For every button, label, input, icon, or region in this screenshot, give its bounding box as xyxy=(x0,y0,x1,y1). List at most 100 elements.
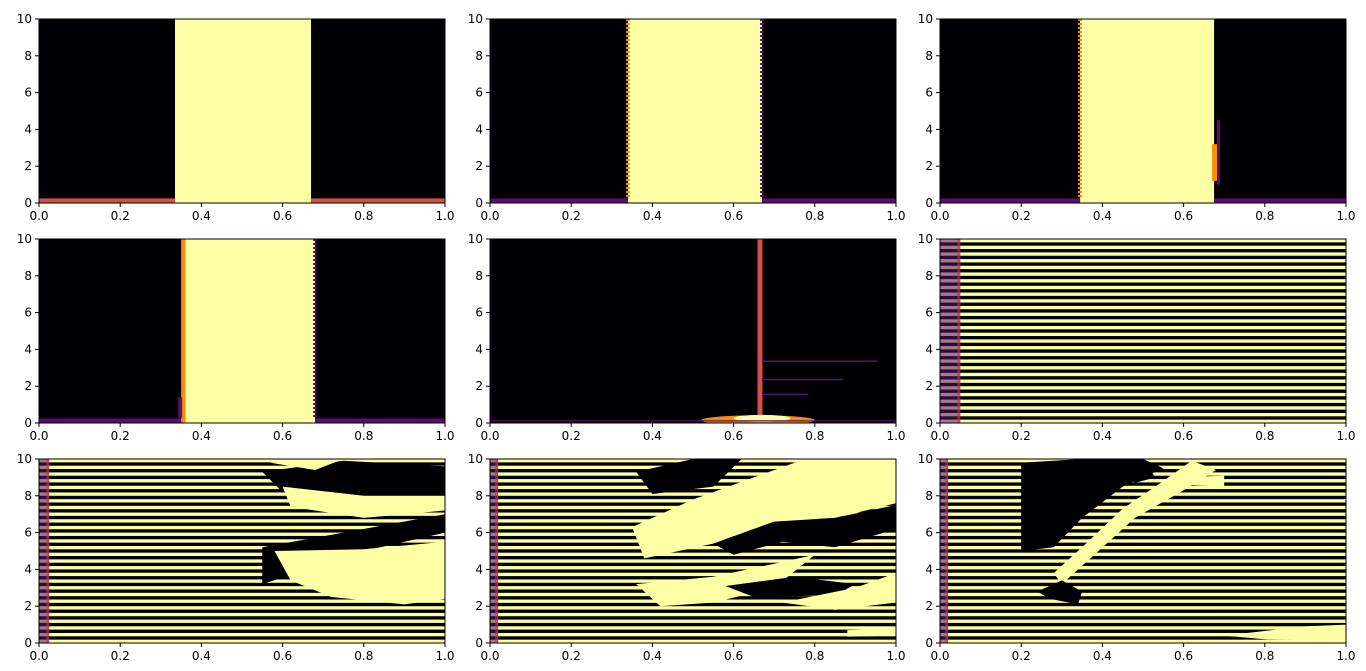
heatmap-stripe xyxy=(940,265,1346,270)
y-tick-label: 2 xyxy=(925,159,933,173)
band-left-edge xyxy=(1078,135,1083,137)
band-right-edge xyxy=(313,383,318,385)
band-right-edge xyxy=(313,343,318,345)
band-right-edge xyxy=(760,135,765,137)
band-right-edge xyxy=(760,87,765,89)
x-tick-label: 0.0 xyxy=(480,649,499,663)
heatmap-stripe xyxy=(940,539,1346,543)
band-left-edge xyxy=(626,59,631,61)
x-tick-label: 0.6 xyxy=(273,429,292,443)
x-tick-label: 0.2 xyxy=(111,209,130,223)
heatmap-stripe xyxy=(940,312,1346,316)
heatmap-stripe xyxy=(940,299,1346,303)
band-right-edge xyxy=(313,243,318,245)
band-right-edge xyxy=(760,91,765,93)
x-tick-label: 0.2 xyxy=(111,649,130,663)
heatmap-left-edge-line xyxy=(495,459,499,643)
y-tick-label: 0 xyxy=(925,196,933,210)
y-tick-label: 4 xyxy=(925,562,933,576)
band-right-edge xyxy=(313,307,318,309)
heatmap-region xyxy=(782,573,896,610)
x-tick-label: 0.2 xyxy=(562,649,581,663)
band-right-edge xyxy=(760,71,765,73)
band-left-edge xyxy=(626,171,631,173)
heatmap-stripe xyxy=(39,539,445,543)
band-left-edge xyxy=(1078,179,1083,181)
x-tick-label: 0.8 xyxy=(805,649,824,663)
y-tick-label: 8 xyxy=(925,269,933,283)
axes-frame xyxy=(38,458,446,644)
heatmap-stripe xyxy=(940,325,1346,330)
band-right-edge xyxy=(760,151,765,153)
axes-frame xyxy=(489,458,897,644)
band-right-edge xyxy=(313,399,318,401)
y-tick-label: 8 xyxy=(24,49,32,63)
band-right-edge xyxy=(313,387,318,389)
band-right-edge xyxy=(760,111,765,113)
band-left-edge xyxy=(626,71,631,73)
plot-area xyxy=(940,239,1346,423)
band-right-edge xyxy=(760,95,765,97)
band-right-edge xyxy=(760,51,765,53)
heatmap-stripe xyxy=(940,519,1346,523)
heatmap-left-edge xyxy=(39,459,50,643)
heatmap-band xyxy=(1080,19,1215,203)
heatmap-stripe xyxy=(940,606,1346,610)
band-left-edge xyxy=(626,155,631,157)
x-tick-label: 0.8 xyxy=(354,429,373,443)
y-tick-label: 4 xyxy=(475,122,483,136)
y-tick-label: 6 xyxy=(24,306,32,320)
y-tick-label: 10 xyxy=(468,12,483,26)
heatmap-stripe xyxy=(39,559,445,563)
heatmap-stripe xyxy=(940,406,1346,410)
band-right-edge xyxy=(760,67,765,69)
band-left-edge xyxy=(626,99,631,101)
heatmap-left-edge xyxy=(940,239,961,423)
band-right-edge xyxy=(760,39,765,41)
y-tick-label: 8 xyxy=(475,49,483,63)
band-right-edge xyxy=(313,363,318,365)
heatmap-stripe xyxy=(39,465,445,470)
band-right-edge xyxy=(313,403,318,405)
heatmap-stripe xyxy=(39,545,445,550)
heatmap-stripe xyxy=(940,259,1346,263)
band-right-edge xyxy=(760,155,765,157)
heatmap-stripe xyxy=(940,239,1346,243)
y-tick-label: 2 xyxy=(24,159,32,173)
heatmap-stripe xyxy=(490,639,896,643)
heatmap-stripe xyxy=(940,612,1346,617)
band-right-edge xyxy=(313,355,318,357)
x-tick-label: 1.0 xyxy=(435,209,454,223)
band-left-edge xyxy=(1078,191,1083,193)
x-tick-label: 0.2 xyxy=(111,429,130,443)
band-left-edge xyxy=(1078,39,1083,41)
heatmap-stripe xyxy=(940,399,1346,403)
band-right-edge xyxy=(313,323,318,325)
heatmap-stripe xyxy=(940,479,1346,483)
band-right-edge xyxy=(760,147,765,149)
x-tick-label: 0.0 xyxy=(29,649,48,663)
y-tick-label: 6 xyxy=(475,86,483,100)
band-left-edge xyxy=(626,119,631,121)
subplot-8: 0.0 0.2 0.4 0.6 0.8 1.0 0 2 4 6 8 10 xyxy=(468,452,906,663)
y-tick-label: 0 xyxy=(925,636,933,650)
band-left-edge xyxy=(1078,59,1083,61)
y-tick-label: 4 xyxy=(24,122,32,136)
band-left-edge xyxy=(1078,79,1083,81)
x-tick-label: 0.4 xyxy=(1093,209,1112,223)
heatmap-region xyxy=(1110,459,1156,483)
heatmap-stripe xyxy=(940,285,1346,290)
subplot-6: 0.0 0.2 0.4 0.6 0.8 1.0 0 2 4 6 8 10 xyxy=(918,232,1356,443)
x-tick-label: 0.0 xyxy=(930,209,949,223)
band-right-edge xyxy=(760,131,765,133)
heatmap-left-edge-line xyxy=(945,459,949,643)
band-left-edge xyxy=(626,27,631,29)
x-tick-label: 0.6 xyxy=(724,429,743,443)
band-right-edge xyxy=(760,119,765,121)
band-left-edge xyxy=(626,63,631,65)
band-right-edge xyxy=(760,127,765,129)
heatmap-streak xyxy=(761,393,809,396)
band-right-edge xyxy=(760,59,765,61)
y-tick-label: 6 xyxy=(475,306,483,320)
